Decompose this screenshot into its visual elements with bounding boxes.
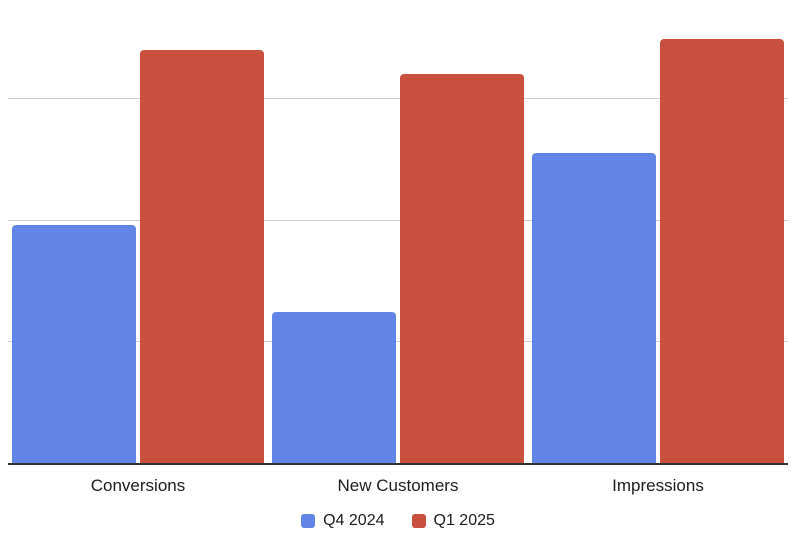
plot-area (8, 0, 788, 465)
x-axis-labels: Conversions New Customers Impressions (8, 476, 788, 496)
legend-label-q1-2025: Q1 2025 (433, 512, 495, 529)
bar-q4-2024-conversions[interactable] (12, 225, 136, 463)
legend-item-q4-2024[interactable]: Q4 2024 (301, 512, 385, 530)
x-label-new-customers: New Customers (337, 476, 459, 495)
legend-swatch-q1-2025 (411, 514, 426, 528)
gridline (8, 340, 788, 342)
x-label-impressions: Impressions (612, 476, 704, 495)
legend: Q4 2024 Q1 2025 (0, 512, 796, 530)
bar-group-new-customers (268, 0, 528, 463)
bar-q4-2024-impressions[interactable] (532, 152, 656, 463)
bar-q1-2025-conversions[interactable] (140, 49, 264, 463)
bar-q4-2024-new-customers[interactable] (272, 311, 396, 463)
legend-swatch-q4-2024 (301, 514, 316, 528)
bar-q1-2025-new-customers[interactable] (400, 73, 524, 463)
bar-group-impressions (528, 0, 788, 463)
gridline (8, 219, 788, 221)
gridline (8, 98, 788, 100)
bar-q1-2025-impressions[interactable] (660, 38, 784, 463)
legend-label-q4-2024: Q4 2024 (323, 512, 385, 529)
x-label-conversions: Conversions (90, 476, 186, 495)
legend-item-q1-2025[interactable]: Q1 2025 (411, 512, 495, 530)
gridlines (8, 0, 788, 463)
bar-group-conversions (8, 0, 268, 463)
bar-groups (8, 0, 788, 463)
